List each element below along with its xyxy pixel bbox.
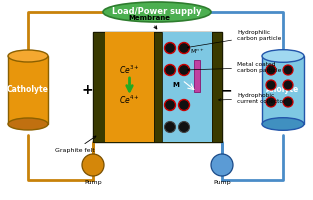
Text: −: −	[220, 83, 232, 97]
Text: Membrane: Membrane	[128, 15, 170, 29]
Circle shape	[266, 97, 276, 107]
Bar	[212, 32, 222, 142]
Text: Ce$^{4+}$: Ce$^{4+}$	[119, 94, 140, 106]
Text: Ce$^{3+}$: Ce$^{3+}$	[119, 64, 140, 76]
Bar	[105, 32, 154, 142]
Text: Pump: Pump	[84, 180, 102, 185]
Circle shape	[165, 43, 176, 53]
Bar	[93, 32, 222, 142]
Bar	[194, 60, 200, 92]
Text: M$^{n+}$: M$^{n+}$	[190, 48, 204, 56]
Circle shape	[283, 80, 293, 90]
Text: Hydrophilic
carbon particle: Hydrophilic carbon particle	[187, 30, 281, 48]
Text: Load/Power supply: Load/Power supply	[112, 7, 202, 17]
Bar	[162, 32, 212, 142]
Text: Anolyte: Anolyte	[266, 86, 300, 95]
Circle shape	[178, 121, 189, 132]
Bar	[93, 32, 105, 142]
Ellipse shape	[8, 50, 48, 62]
Ellipse shape	[262, 50, 304, 62]
Text: Metal coated
carbon particle: Metal coated carbon particle	[187, 62, 281, 73]
Bar	[154, 32, 162, 142]
Circle shape	[165, 99, 176, 110]
Text: Graphite felt: Graphite felt	[55, 136, 96, 153]
Circle shape	[165, 64, 176, 75]
Circle shape	[178, 64, 189, 75]
Ellipse shape	[262, 118, 304, 130]
Bar	[8, 56, 48, 124]
Text: Catholyte: Catholyte	[7, 86, 49, 95]
Circle shape	[165, 121, 176, 132]
Circle shape	[211, 154, 233, 176]
Ellipse shape	[103, 2, 211, 22]
Circle shape	[283, 65, 293, 75]
Circle shape	[82, 154, 104, 176]
Text: Hydrophobic
current collector: Hydrophobic current collector	[218, 93, 285, 104]
Circle shape	[178, 43, 189, 53]
Circle shape	[178, 99, 189, 110]
Text: M: M	[172, 82, 179, 88]
Bar	[262, 56, 304, 124]
Text: Pump: Pump	[213, 180, 231, 185]
Ellipse shape	[8, 118, 48, 130]
Circle shape	[283, 97, 293, 107]
Text: +: +	[81, 83, 93, 97]
Circle shape	[266, 80, 276, 90]
Circle shape	[266, 65, 276, 75]
